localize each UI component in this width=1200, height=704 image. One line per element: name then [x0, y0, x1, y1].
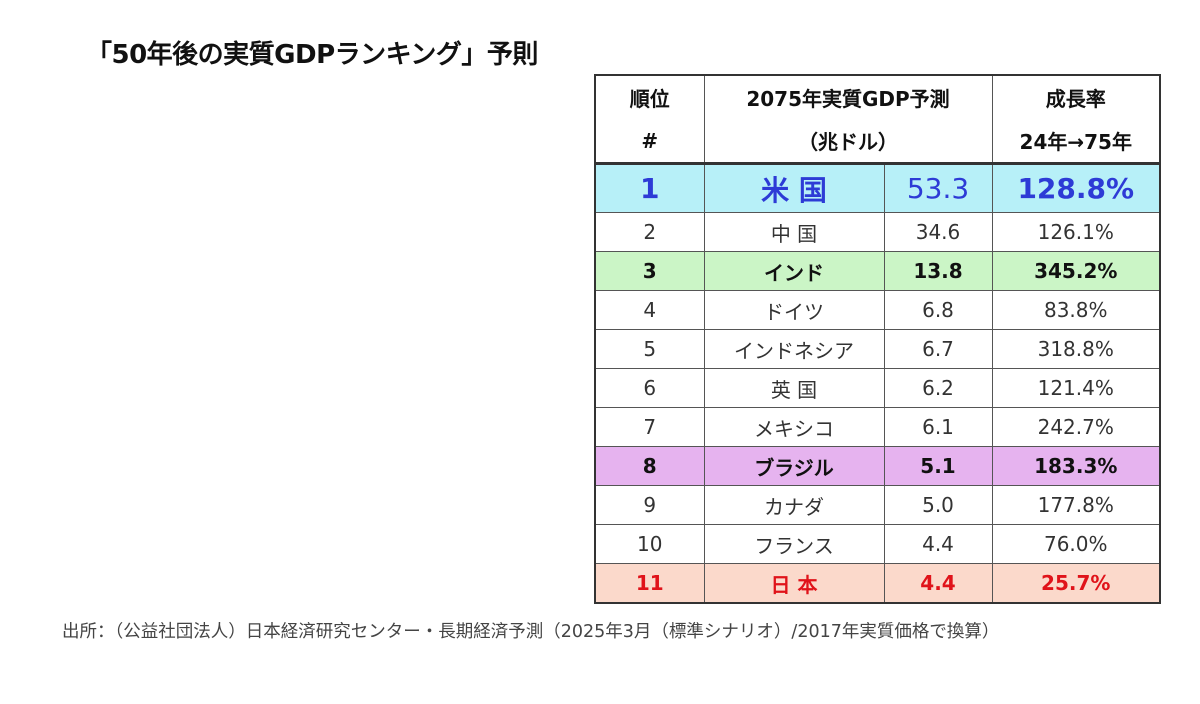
source-note: 出所：（公益社団法人）日本経済研究センター・長期経済予測（2025年3月（標準シ…: [62, 622, 1000, 642]
gdp-cell: 5.0: [883, 485, 993, 525]
growth-cell: 183.3%: [991, 446, 1161, 486]
rank-cell: 8: [594, 446, 705, 486]
header-gdp-unit: （兆ドル）: [703, 119, 993, 165]
rank-cell: 4: [594, 290, 705, 330]
page-title: 「50年後の実質GDPランキング」予則: [86, 40, 538, 70]
gdp-cell: 6.2: [883, 368, 993, 408]
rank-cell: 9: [594, 485, 705, 525]
header-rank-symbol: #: [594, 119, 705, 165]
table-row: 9 カナダ 5.0 177.8%: [594, 485, 1161, 525]
rank-cell: 5: [594, 329, 705, 369]
rank-cell: 10: [594, 524, 705, 564]
country-cell: フランス: [703, 524, 885, 564]
table-row: 11 日 本 4.4 25.7%: [594, 563, 1161, 604]
rank-cell: 3: [594, 251, 705, 291]
rank-cell: 6: [594, 368, 705, 408]
growth-cell: 121.4%: [991, 368, 1161, 408]
country-cell: 中 国: [703, 212, 885, 252]
country-cell: カナダ: [703, 485, 885, 525]
growth-cell: 83.8%: [991, 290, 1161, 330]
growth-cell: 345.2%: [991, 251, 1161, 291]
growth-cell: 76.0%: [991, 524, 1161, 564]
table-row: 7 メキシコ 6.1 242.7%: [594, 407, 1161, 447]
growth-cell: 318.8%: [991, 329, 1161, 369]
header-rank: 順位: [594, 74, 705, 119]
table-row: 10 フランス 4.4 76.0%: [594, 524, 1161, 564]
gdp-ranking-table: 順位 2075年実質GDP予測 成長率 # （兆ドル） 24年→75年 1 米 …: [594, 74, 1161, 604]
gdp-cell: 6.7: [883, 329, 993, 369]
gdp-cell: 4.4: [883, 563, 993, 604]
rank-cell: 7: [594, 407, 705, 447]
gdp-cell: 6.8: [883, 290, 993, 330]
growth-cell: 177.8%: [991, 485, 1161, 525]
table-row: 2 中 国 34.6 126.1%: [594, 212, 1161, 252]
growth-cell: 242.7%: [991, 407, 1161, 447]
country-cell: インドネシア: [703, 329, 885, 369]
header-growth-period: 24年→75年: [991, 119, 1161, 165]
rank-cell: 1: [594, 163, 705, 213]
growth-cell: 126.1%: [991, 212, 1161, 252]
country-cell: 日 本: [703, 563, 885, 604]
table-row: 4 ドイツ 6.8 83.8%: [594, 290, 1161, 330]
country-cell: 米 国: [703, 163, 885, 213]
gdp-cell: 13.8: [883, 251, 993, 291]
growth-cell: 25.7%: [991, 563, 1161, 604]
gdp-cell: 53.3: [883, 163, 993, 213]
gdp-cell: 5.1: [883, 446, 993, 486]
country-cell: メキシコ: [703, 407, 885, 447]
country-cell: 英 国: [703, 368, 885, 408]
table-row: 5 インドネシア 6.7 318.8%: [594, 329, 1161, 369]
country-cell: インド: [703, 251, 885, 291]
country-cell: ドイツ: [703, 290, 885, 330]
gdp-cell: 4.4: [883, 524, 993, 564]
table-row: 1 米 国 53.3 128.8%: [594, 163, 1161, 213]
growth-cell: 128.8%: [991, 163, 1161, 213]
rank-cell: 2: [594, 212, 705, 252]
table-row: 8 ブラジル 5.1 183.3%: [594, 446, 1161, 486]
table-row: 3 インド 13.8 345.2%: [594, 251, 1161, 291]
header-growth: 成長率: [991, 74, 1161, 119]
header-gdp: 2075年実質GDP予測: [703, 74, 993, 119]
rank-cell: 11: [594, 563, 705, 604]
gdp-cell: 6.1: [883, 407, 993, 447]
country-cell: ブラジル: [703, 446, 885, 486]
gdp-cell: 34.6: [883, 212, 993, 252]
table-row: 6 英 国 6.2 121.4%: [594, 368, 1161, 408]
